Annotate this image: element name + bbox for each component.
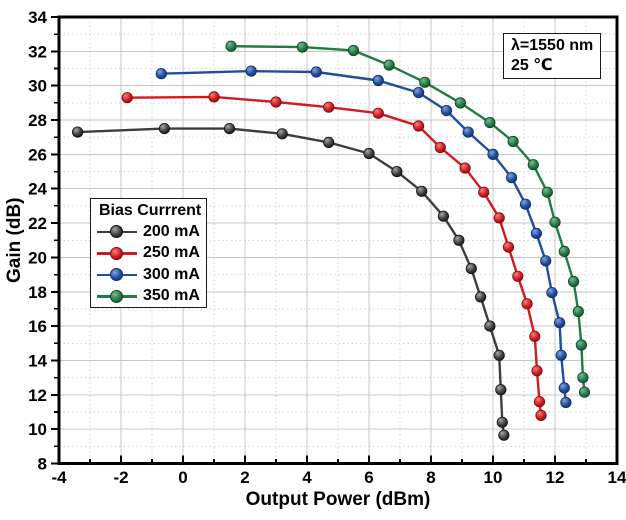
svg-text:10: 10 (28, 420, 47, 439)
x-axis-title: Output Power (dBm) (246, 489, 431, 510)
svg-text:6: 6 (364, 468, 373, 487)
svg-text:24: 24 (28, 180, 47, 199)
svg-text:14: 14 (608, 468, 626, 487)
svg-text:16: 16 (28, 317, 47, 336)
svg-text:26: 26 (28, 145, 47, 164)
svg-text:14: 14 (28, 351, 47, 370)
svg-text:32: 32 (28, 42, 47, 61)
svg-text:34: 34 (28, 8, 47, 27)
svg-text:-4: -4 (51, 468, 67, 487)
legend-marker-300ma-icon (97, 267, 137, 282)
legend-title: Bias Currrent (99, 202, 202, 219)
tick-labels: -4 -2 0 2 4 6 8 10 12 148101214161820222426283032… (28, 8, 626, 487)
svg-text:12: 12 (28, 386, 47, 405)
legend-label: 200 mA (143, 222, 200, 240)
svg-text:2: 2 (240, 468, 249, 487)
data-series-300-mA (155, 65, 572, 409)
annotation-wavelength: λ=1550 nm (511, 37, 594, 54)
annotation-box: λ=1550 nm 25 ℃ (503, 33, 601, 79)
svg-text:-2: -2 (113, 468, 128, 487)
legend-label: 300 mA (143, 265, 200, 283)
legend-label: 250 mA (143, 244, 200, 262)
data-series-200-mA (72, 123, 510, 441)
legend-label: 350 mA (143, 287, 200, 305)
svg-text:22: 22 (28, 214, 47, 233)
svg-text:12: 12 (546, 468, 565, 487)
axes-frame (51, 15, 619, 465)
legend-box: Bias Currrent 200 mA 250 mA 300 mA 350 m… (90, 198, 207, 308)
legend-item-200ma: 200 mA (97, 221, 206, 243)
legend-marker-200ma-icon (97, 224, 137, 239)
svg-text:8: 8 (426, 468, 435, 487)
svg-text:4: 4 (302, 468, 312, 487)
annotation-temperature: 25 ℃ (511, 57, 553, 74)
data-series-350-mA (225, 40, 591, 398)
svg-text:0: 0 (178, 468, 187, 487)
legend-marker-250ma-icon (97, 246, 137, 261)
data-series-250-mA (121, 91, 547, 421)
legend-item-350ma: 350 mA (97, 286, 206, 308)
legend-marker-350ma-icon (97, 289, 137, 304)
legend-item-300ma: 300 mA (97, 264, 206, 286)
svg-text:28: 28 (28, 111, 47, 130)
svg-text:8: 8 (38, 455, 47, 474)
legend-item-250ma: 250 mA (97, 243, 206, 265)
svg-text:10: 10 (484, 468, 503, 487)
svg-text:20: 20 (28, 248, 47, 267)
svg-text:18: 18 (28, 283, 47, 302)
y-axis-title: Gain (dB) (4, 198, 25, 284)
svg-text:30: 30 (28, 77, 47, 96)
